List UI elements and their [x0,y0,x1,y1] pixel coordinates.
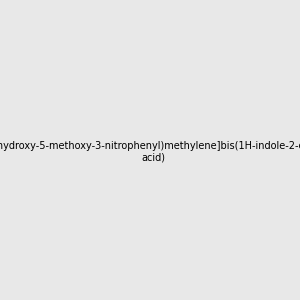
Text: 3,3'-[(2-hydroxy-5-methoxy-3-nitrophenyl)methylene]bis(1H-indole-2-carboxylic ac: 3,3'-[(2-hydroxy-5-methoxy-3-nitrophenyl… [0,141,300,162]
